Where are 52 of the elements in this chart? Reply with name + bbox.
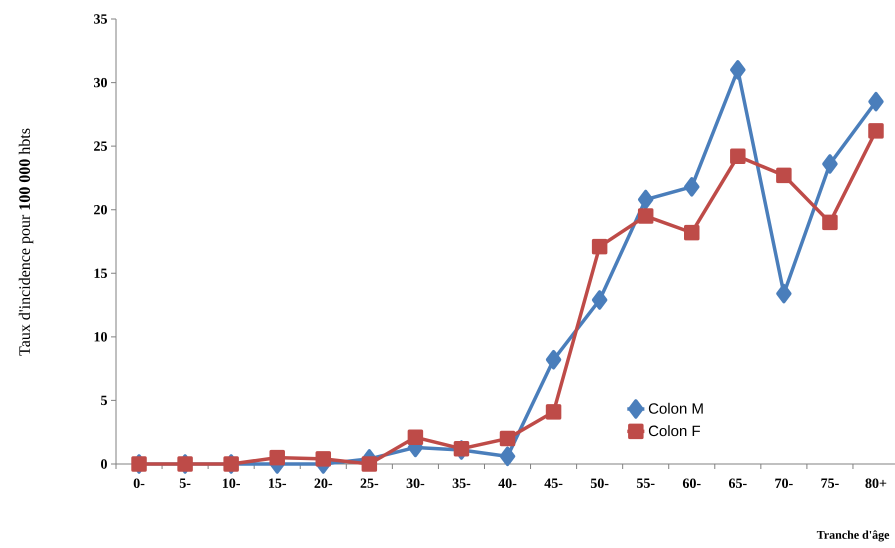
point — [868, 123, 884, 139]
point — [822, 214, 838, 230]
point — [730, 60, 746, 80]
x-tick-label: 10- — [222, 478, 240, 488]
x-tick-label: 30- — [406, 478, 424, 488]
legend-label: Colon F — [648, 425, 700, 436]
x-tick-label: 20- — [314, 478, 332, 488]
point — [776, 284, 792, 304]
point — [638, 190, 654, 210]
point — [454, 440, 470, 456]
y-tick-label: 5 — [101, 396, 107, 406]
point — [546, 350, 562, 370]
point — [730, 148, 746, 164]
x-tick-label: 75- — [821, 478, 839, 488]
point — [776, 168, 792, 184]
point — [868, 92, 884, 112]
x-tick-label: 60- — [682, 478, 701, 488]
y-tick-label: 35 — [94, 14, 107, 24]
point — [638, 208, 654, 224]
y-tick-label: 0 — [101, 459, 107, 469]
x-tick-label: 80+ — [865, 478, 886, 488]
point — [408, 430, 424, 446]
x-tick-label: 45- — [544, 478, 562, 488]
point — [684, 177, 700, 197]
x-tick-label: 0- — [134, 478, 144, 488]
point — [546, 404, 562, 420]
y-tick-label: 20 — [94, 204, 107, 214]
x-axis-title: Tranche d'âge — [816, 530, 890, 542]
y-tick-label: 25 — [94, 141, 107, 151]
point — [362, 456, 378, 472]
x-tick-label: 40- — [498, 478, 516, 488]
point — [592, 290, 608, 310]
y-tick-label: 15 — [94, 268, 107, 278]
point — [684, 224, 700, 240]
point — [500, 430, 516, 446]
point — [822, 154, 838, 174]
point — [500, 446, 516, 466]
point — [269, 450, 285, 466]
y-tick-label: 30 — [94, 78, 107, 88]
x-tick-label: 70- — [775, 478, 793, 488]
point — [592, 238, 608, 254]
x-tick-label: 65- — [728, 478, 747, 488]
y-tick-label: 10 — [94, 332, 107, 342]
x-tick-label: 25- — [360, 478, 378, 488]
x-tick-label: 5- — [180, 478, 190, 488]
y-axis-title: Taux d'incidence pour 100 000 hbts — [18, 128, 34, 356]
x-tick-label: 35- — [452, 478, 470, 488]
x-tick-label: 50- — [590, 478, 608, 488]
legend-label: Colon M — [648, 402, 703, 414]
point — [316, 451, 332, 467]
x-tick-label: 55- — [636, 478, 655, 488]
x-tick-label: 15- — [269, 478, 286, 488]
